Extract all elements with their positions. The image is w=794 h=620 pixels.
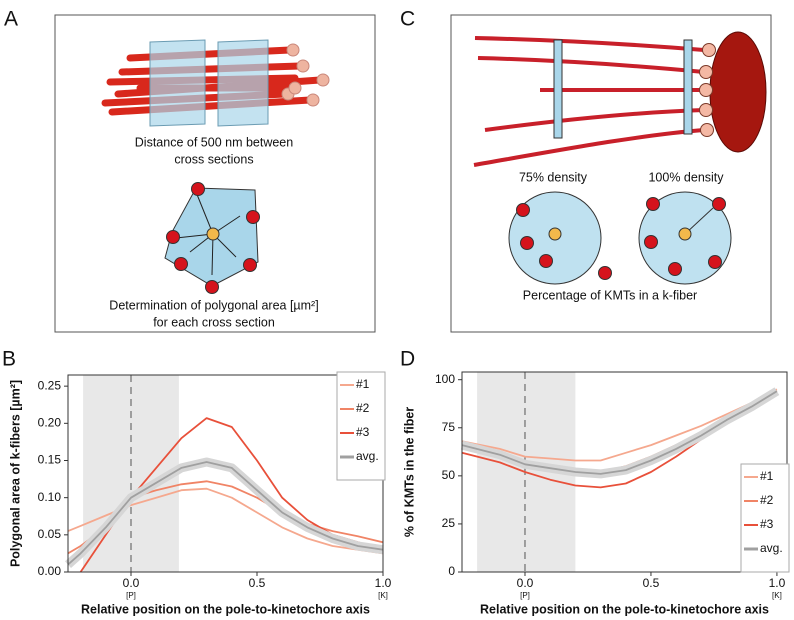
y-tick-label: 100 [435,372,455,386]
x-tick-sublabel: [K] [378,591,388,600]
y-axis-label: Polygonal area of k-fibers [µm²] [8,380,22,567]
y-tick-label: 0.10 [38,490,62,504]
x-axis-label: Relative position on the pole-to-kinetoc… [81,602,370,616]
caption: Distance of 500 nm between [135,135,293,149]
center-point [548,227,562,241]
legend-label: #1 [356,377,370,391]
y-axis-label: % of KMTs in the fiber [402,407,416,537]
cross-section [217,39,269,127]
legend-label: #1 [760,469,774,483]
panel-letter: C [400,8,415,31]
kmt-ends [699,43,716,137]
legend-label: #3 [760,517,774,531]
legend-label: #2 [356,401,370,415]
microtubules [473,36,705,167]
kmt-points [166,182,260,294]
x-tick-label: 1.0 [375,576,392,590]
y-tick-label: 0.00 [38,564,62,578]
series-line [461,390,778,475]
cross-section [149,39,206,127]
legend-box [336,371,386,481]
x-tick-sublabel: [P] [126,591,136,600]
series-line [461,388,778,462]
caption: Determination of polygonal area [µm²] [109,298,318,312]
x-tick-sublabel: [P] [520,591,530,600]
caption: for each cross section [153,315,275,329]
caption: cross sections [174,152,253,166]
x-axis-label: Relative position on the pole-to-kinetoc… [480,602,769,616]
panel-letter: D [400,348,415,371]
series-line [67,461,384,566]
y-tick-label: 25 [442,516,456,530]
center-point [206,227,220,241]
panel-letter: A [4,8,18,31]
y-tick-label: 0.25 [38,378,62,392]
y-tick-label: 50 [442,468,456,482]
legend-box [740,463,790,573]
kmt-points [516,197,726,280]
cross-section [683,39,693,135]
cross-section [553,39,563,139]
y-tick-label: 0.15 [38,453,62,467]
legend-label: #3 [356,425,370,439]
x-tick-label: 0.5 [643,576,660,590]
panel-c: 75% density 100% density Percentage of K… [450,14,772,333]
legend-label: #2 [760,493,774,507]
density-label: 100% density [648,170,724,184]
legend-label: avg. [356,449,379,463]
caption: Percentage of KMTs in a k-fiber [523,288,697,302]
center-point [678,227,692,241]
y-tick-label: 0.20 [38,415,62,429]
density-label: 75% density [519,170,588,184]
kinetochore-spheres [281,43,330,107]
panel-letter: B [2,348,16,371]
x-tick-label: 0.0 [517,576,534,590]
x-tick-label: 1.0 [769,576,786,590]
kinetochore [709,31,767,153]
panel-a: Distance of 500 nm between cross section… [54,14,376,333]
y-tick-label: 0 [448,564,455,578]
legend-label: avg. [760,541,783,555]
y-tick-label: 0.05 [38,527,62,541]
x-tick-label: 0.5 [249,576,266,590]
series-line [67,487,384,555]
x-tick-label: 0.0 [123,576,140,590]
y-tick-label: 75 [442,420,456,434]
x-tick-sublabel: [K] [772,591,782,600]
